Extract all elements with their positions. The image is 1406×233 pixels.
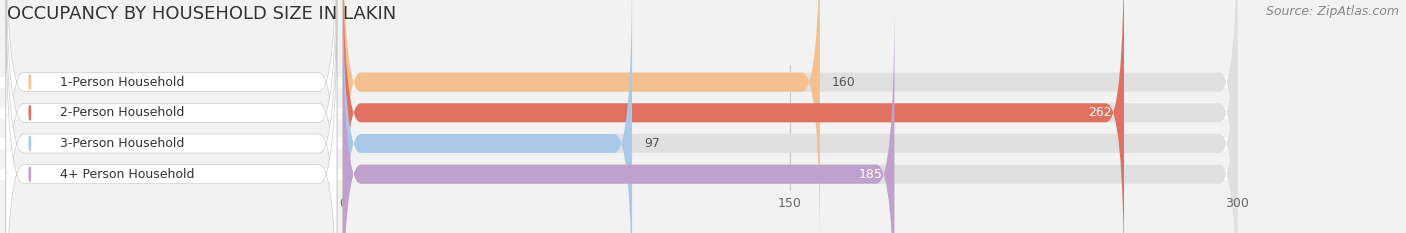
- FancyBboxPatch shape: [343, 0, 820, 233]
- Text: 97: 97: [644, 137, 659, 150]
- FancyBboxPatch shape: [6, 0, 337, 233]
- Text: 2-Person Household: 2-Person Household: [59, 106, 184, 119]
- FancyBboxPatch shape: [343, 0, 633, 233]
- FancyBboxPatch shape: [343, 0, 1237, 233]
- FancyBboxPatch shape: [343, 0, 1237, 233]
- FancyBboxPatch shape: [6, 0, 337, 233]
- Text: 3-Person Household: 3-Person Household: [59, 137, 184, 150]
- FancyBboxPatch shape: [6, 0, 337, 233]
- FancyBboxPatch shape: [343, 0, 894, 233]
- Text: Source: ZipAtlas.com: Source: ZipAtlas.com: [1265, 5, 1399, 18]
- FancyBboxPatch shape: [343, 0, 1237, 233]
- Text: 185: 185: [859, 168, 883, 181]
- Text: OCCUPANCY BY HOUSEHOLD SIZE IN LAKIN: OCCUPANCY BY HOUSEHOLD SIZE IN LAKIN: [7, 5, 396, 23]
- Text: 262: 262: [1088, 106, 1112, 119]
- FancyBboxPatch shape: [343, 0, 1123, 233]
- Text: 4+ Person Household: 4+ Person Household: [59, 168, 194, 181]
- FancyBboxPatch shape: [6, 0, 337, 233]
- Text: 1-Person Household: 1-Person Household: [59, 76, 184, 89]
- FancyBboxPatch shape: [343, 0, 1237, 233]
- Text: 160: 160: [832, 76, 856, 89]
